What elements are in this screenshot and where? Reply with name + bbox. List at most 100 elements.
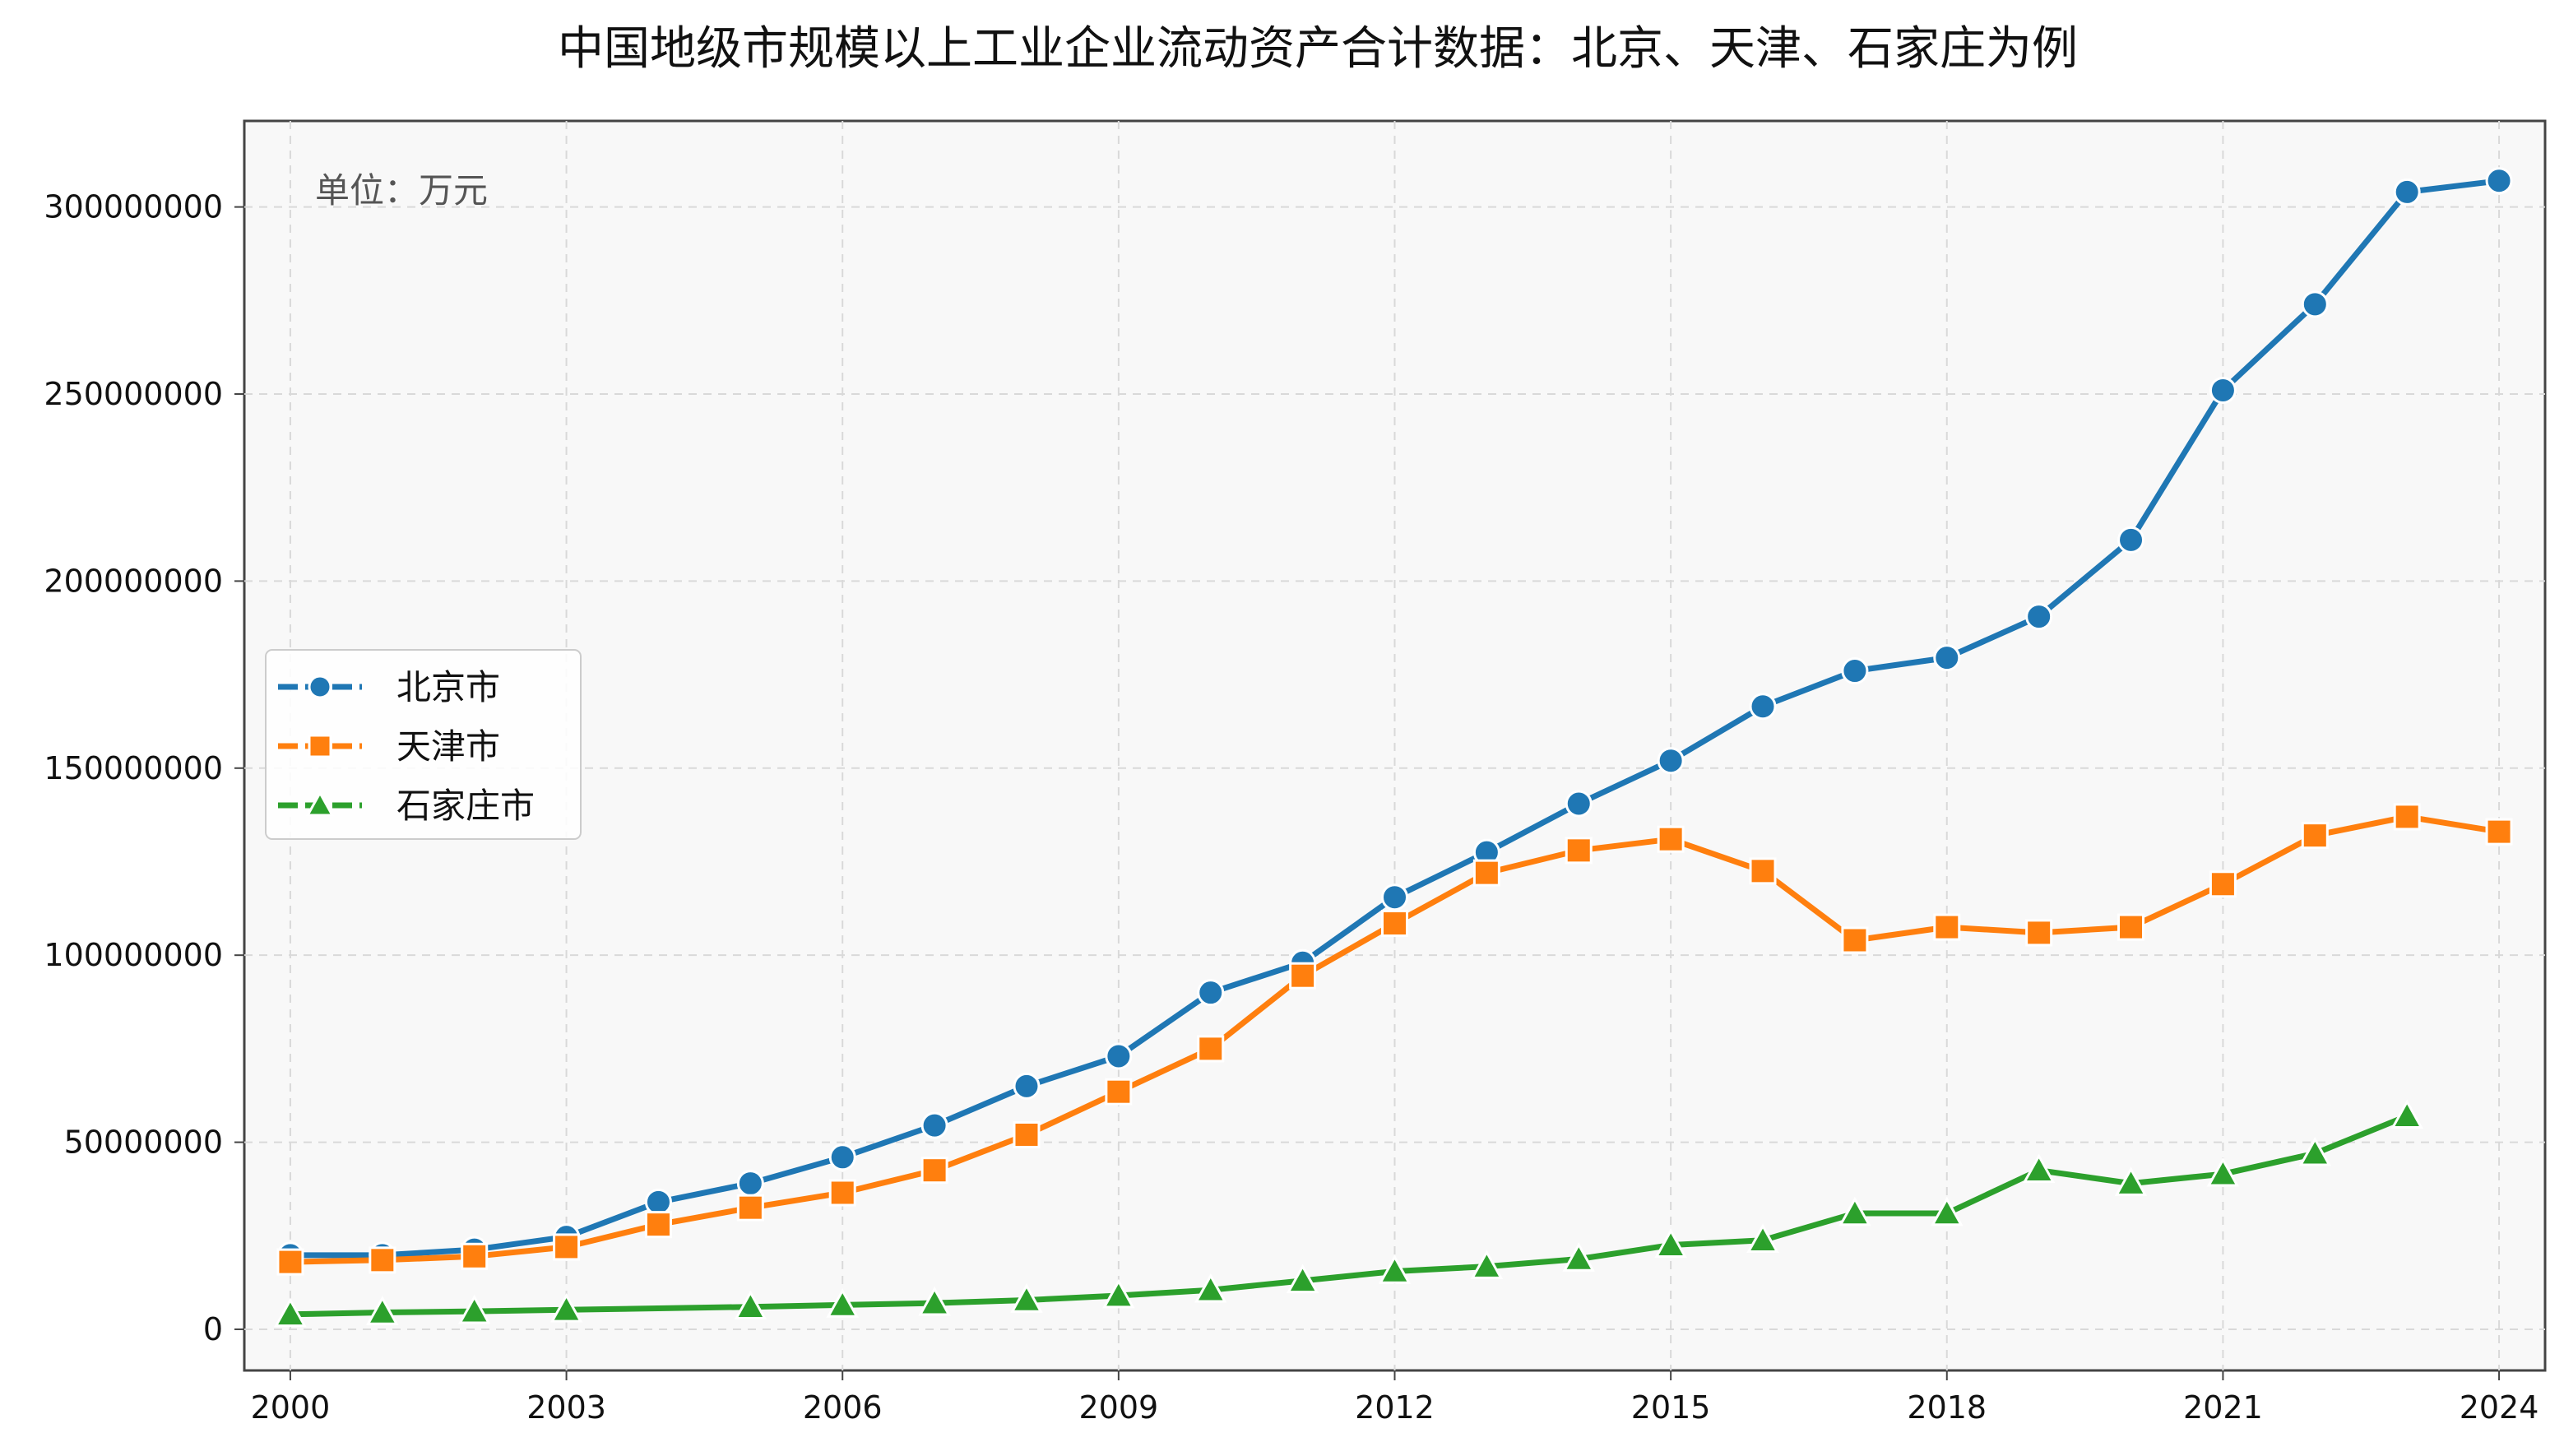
data-point [366, 1296, 399, 1325]
data-point [1930, 1196, 1964, 1226]
data-point [2117, 526, 2145, 554]
data-point [736, 1170, 764, 1198]
data-point [369, 1246, 396, 1274]
data-point [2390, 1099, 2423, 1129]
data-point [918, 1286, 951, 1316]
data-point [828, 1143, 856, 1171]
data-point [1013, 1072, 1041, 1100]
data-point [1657, 825, 1685, 853]
data-point [1194, 1273, 1227, 1303]
data-point [1933, 913, 1961, 941]
data-point [1197, 979, 1225, 1007]
data-point [1565, 790, 1593, 818]
data-point [1749, 857, 1777, 885]
y-tick-label: 50000000 [64, 1124, 223, 1161]
legend-item: 天津市 [278, 726, 500, 767]
data-point [1381, 910, 1408, 938]
y-tick-label: 200000000 [44, 563, 223, 599]
data-point [1381, 883, 1408, 911]
data-point [2209, 870, 2237, 898]
x-tick-label: 2015 [1631, 1389, 1711, 1426]
data-point [1289, 962, 1317, 990]
x-tick-label: 2018 [1907, 1389, 1987, 1426]
data-point [2301, 290, 2329, 318]
series-layer [274, 167, 2513, 1328]
legend-item: 北京市 [278, 667, 500, 707]
data-point [736, 1194, 764, 1222]
data-point [549, 1292, 583, 1323]
data-point [2393, 803, 2421, 831]
y-tick-label: 0 [203, 1311, 223, 1347]
data-point [2117, 913, 2145, 941]
data-point [920, 1157, 948, 1185]
data-point [1657, 747, 1685, 775]
data-point [2025, 603, 2053, 631]
series-3 [274, 1099, 2423, 1328]
y-tick-label: 250000000 [44, 376, 223, 412]
x-tick-label: 2009 [1079, 1389, 1159, 1426]
data-point [2209, 376, 2237, 404]
data-point [2114, 1166, 2148, 1196]
data-point [1749, 693, 1777, 721]
data-point [1286, 1264, 1319, 1294]
data-point [1105, 1042, 1133, 1070]
x-axis: 2000 2003 2006 2009 2012 2015 2018 2021 2024 [251, 1370, 2539, 1426]
legend-marker [305, 790, 335, 817]
data-point [1105, 1078, 1133, 1106]
data-point [1010, 1283, 1043, 1313]
chart-title: 中国地级市规模以上工业企业流动资产合计数据：北京、天津、石家庄为例 [558, 22, 2078, 76]
data-point [276, 1248, 304, 1276]
data-point [2301, 822, 2329, 850]
y-tick-label: 300000000 [44, 189, 223, 225]
data-point [553, 1233, 581, 1261]
data-point [826, 1288, 860, 1318]
data-point [920, 1111, 948, 1139]
x-tick-label: 2024 [2460, 1389, 2539, 1426]
data-point [457, 1294, 491, 1324]
data-point [1841, 657, 1869, 685]
data-point [1470, 1250, 1504, 1279]
data-point [734, 1290, 767, 1319]
x-tick-label: 2021 [2183, 1389, 2263, 1426]
data-point [2485, 167, 2513, 195]
data-point [2485, 818, 2513, 846]
legend-marker [308, 675, 332, 699]
x-tick-label: 2003 [526, 1389, 606, 1426]
y-tick-label: 100000000 [44, 937, 223, 973]
data-point [1933, 644, 1961, 672]
x-tick-label: 2006 [803, 1389, 883, 1426]
data-point [2025, 919, 2053, 947]
legend-label: 北京市 [396, 667, 500, 707]
data-point [1378, 1254, 1412, 1284]
data-point [1565, 837, 1593, 865]
legend-box [265, 649, 582, 840]
data-point [2298, 1136, 2332, 1166]
legend-label: 天津市 [396, 726, 500, 767]
data-point [1746, 1223, 1779, 1254]
data-point [461, 1242, 489, 1270]
data-point [1838, 1196, 1871, 1226]
data-point [644, 1211, 672, 1239]
data-point [2022, 1153, 2056, 1183]
unit-label: 单位：万元 [315, 170, 488, 211]
series-2 [276, 803, 2513, 1276]
y-axis: 0 50000000 100000000 150000000 200000000 2500… [44, 189, 244, 1347]
data-point [1102, 1278, 1135, 1309]
legend-item: 石家庄市 [278, 786, 535, 826]
data-point [274, 1297, 307, 1328]
legend-label: 石家庄市 [396, 786, 535, 826]
data-point [1197, 1035, 1225, 1063]
data-point [828, 1179, 856, 1207]
grid-lines [244, 121, 2545, 1370]
y-tick-label: 150000000 [44, 750, 223, 786]
data-point [644, 1188, 672, 1216]
data-point [2206, 1157, 2240, 1187]
x-tick-label: 2012 [1355, 1389, 1435, 1426]
x-tick-label: 2000 [251, 1389, 331, 1426]
data-point [1654, 1228, 1687, 1258]
legend-marker [308, 734, 332, 758]
data-point [1472, 859, 1500, 887]
data-point [1013, 1120, 1041, 1148]
